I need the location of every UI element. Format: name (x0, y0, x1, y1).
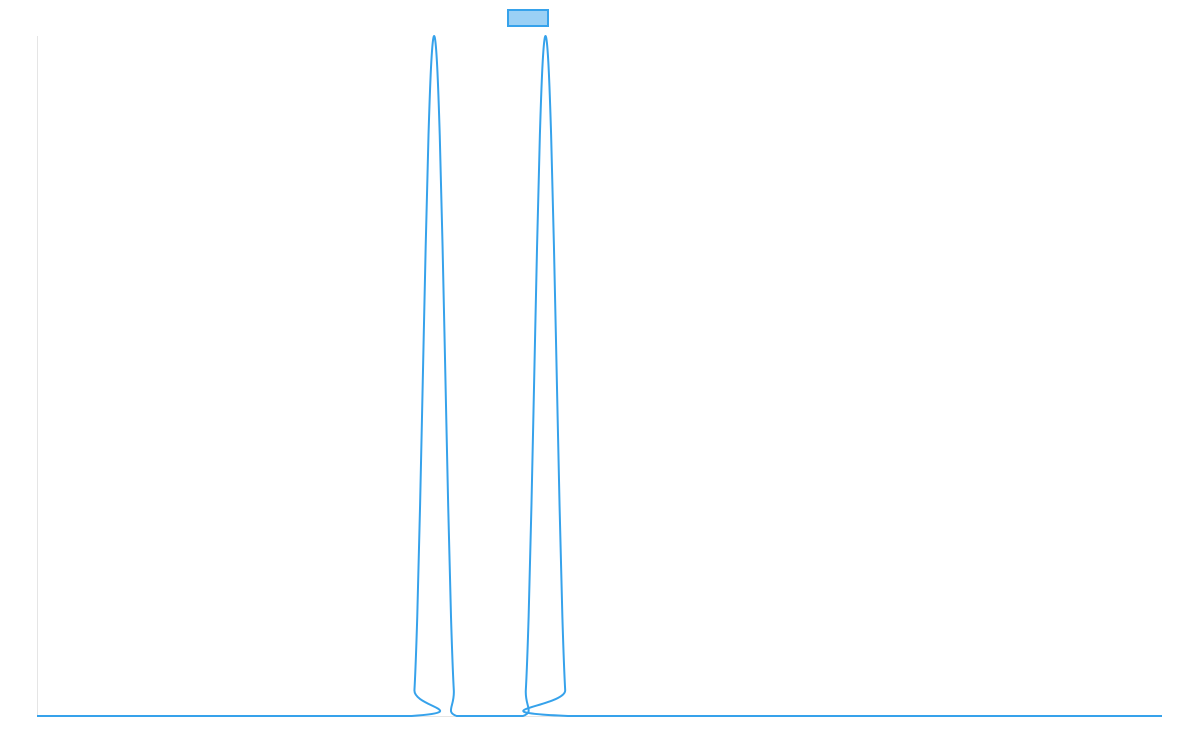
series-line-0 (37, 34, 1162, 717)
series-layer (37, 34, 1162, 717)
legend-swatch[interactable] (507, 9, 549, 27)
